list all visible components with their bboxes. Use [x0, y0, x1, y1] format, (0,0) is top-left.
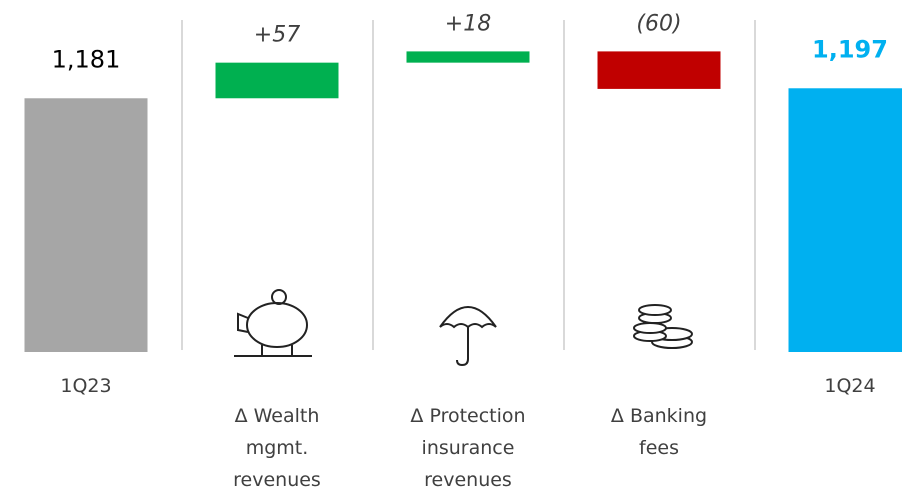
category-label: 1Q24	[824, 375, 876, 397]
bar	[406, 51, 530, 63]
value-label: 1,197	[812, 35, 888, 63]
category-label: Δ Banking fees	[610, 405, 708, 459]
value-label: (60)	[636, 11, 681, 36]
bar	[215, 62, 339, 99]
separators	[181, 20, 756, 350]
category-label: Δ Wealth mgmt. revenues	[233, 405, 321, 491]
value-label: +18	[445, 11, 491, 36]
value-label: +57	[254, 23, 300, 48]
piggy-icon	[234, 289, 312, 357]
value-label: 1,181	[52, 45, 121, 73]
bar	[597, 51, 721, 89]
coins-icon	[633, 304, 693, 349]
bar	[788, 88, 902, 352]
category-label: 1Q23	[60, 375, 112, 397]
category-label: Δ Protection insurance revenues	[410, 405, 526, 491]
umbrella-icon	[439, 306, 497, 367]
bar	[24, 98, 148, 352]
